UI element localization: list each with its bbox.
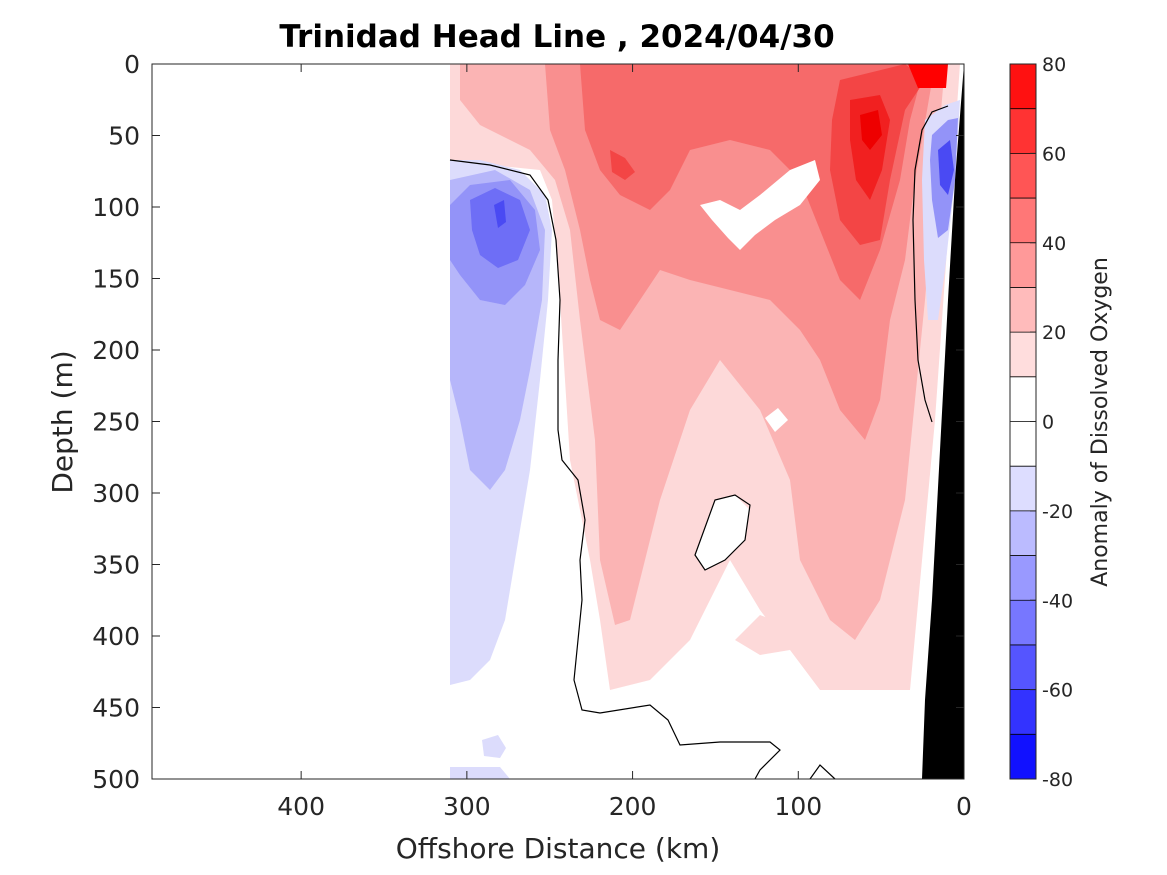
colorbar-band — [1010, 689, 1036, 735]
zero-contour — [449, 159, 781, 779]
y-axis-label: Depth (m) — [46, 350, 79, 493]
y-tick-label: 100 — [92, 193, 140, 222]
x-tick-label: 400 — [277, 792, 325, 821]
zero-contour-nearshore — [912, 105, 949, 423]
chart-title: Trinidad Head Line , 2024/04/30 — [279, 19, 834, 55]
x-axis-label: Offshore Distance (km) — [396, 832, 721, 865]
contour-band-positive-40-b — [610, 150, 635, 180]
colorbar-band — [1010, 466, 1036, 511]
contour-band-negative-nearshore-40 — [938, 140, 954, 195]
colorbar-band — [1010, 332, 1036, 377]
contour-band-negative-bottom — [450, 767, 510, 779]
colorbar-band — [1010, 198, 1036, 243]
colorbar-bands — [1010, 64, 1036, 780]
contour-band-neutral-patch-4 — [765, 408, 788, 432]
y-tick-label: 350 — [92, 551, 140, 580]
colorbar-tick-label: -60 — [1042, 680, 1073, 702]
zero-contour-3 — [694, 494, 751, 571]
x-tick-label: 0 — [956, 792, 972, 821]
y-tick-label: 400 — [92, 622, 140, 651]
contour-band-neutral-patch-2 — [735, 615, 790, 655]
colorbar-tick-label: -20 — [1042, 501, 1073, 523]
zero-contour-2 — [809, 764, 836, 779]
colorbar-tick-label: -40 — [1042, 590, 1073, 612]
contour-field — [449, 64, 964, 779]
colorbar-tick-label: 80 — [1042, 54, 1066, 76]
y-tick-label: 500 — [92, 765, 140, 794]
contour-band-neutral-patch-3 — [695, 495, 750, 570]
x-tick-label: 100 — [774, 792, 822, 821]
colorbar-band — [1010, 510, 1036, 556]
y-tick-label: 250 — [92, 408, 140, 437]
contour-band-positive-surface — [908, 64, 948, 88]
y-tick-label: 50 — [108, 122, 140, 151]
colorbar-band — [1010, 108, 1036, 154]
colorbar: 80 60 40 20 0 -20 -40 -60 -80 Anomaly of Dissolv… — [1009, 54, 1113, 791]
colorbar-band — [1010, 421, 1036, 467]
contour-band-positive-60 — [860, 110, 882, 150]
colorbar-label: Anomaly of Dissolved Oxygen — [1088, 257, 1113, 587]
y-ticks: 0 50 100 150 200 250 300 350 400 450 500 — [92, 50, 964, 794]
contour-band-negative-40 — [494, 200, 506, 228]
contour-band-neutral-patch — [700, 160, 820, 250]
bathymetry — [922, 64, 964, 779]
plot-area: 0 50 100 150 200 250 300 350 400 450 500 400 300 200… — [92, 50, 972, 821]
colorbar-ticks: 80 60 40 20 0 -20 -40 -60 -80 — [1030, 54, 1073, 791]
y-tick-label: 200 — [92, 336, 140, 365]
colorbar-band — [1010, 644, 1036, 690]
colorbar-band — [1010, 376, 1036, 422]
x-ticks: 400 300 200 100 0 — [277, 64, 972, 821]
colorbar-band — [1010, 287, 1036, 333]
y-tick-label: 0 — [124, 50, 140, 79]
colorbar-band — [1010, 64, 1036, 109]
colorbar-tick-label: 0 — [1042, 412, 1054, 434]
colorbar-band — [1010, 600, 1036, 645]
contour-band-negative-30 — [470, 188, 530, 268]
y-tick-label: 450 — [92, 694, 140, 723]
colorbar-tick-label: 20 — [1042, 322, 1066, 344]
colorbar-tick-label: 60 — [1042, 143, 1066, 165]
x-tick-label: 300 — [443, 792, 491, 821]
colorbar-band — [1010, 242, 1036, 288]
colorbar-band — [1010, 153, 1036, 199]
colorbar-tick-label: -80 — [1042, 769, 1073, 791]
contour-band-negative-blob — [482, 735, 506, 758]
x-tick-label: 200 — [609, 792, 657, 821]
y-tick-label: 150 — [92, 265, 140, 294]
colorbar-band — [1010, 555, 1036, 601]
colorbar-tick-label: 40 — [1042, 233, 1066, 255]
y-tick-label: 300 — [92, 479, 140, 508]
colorbar-band — [1010, 734, 1036, 779]
